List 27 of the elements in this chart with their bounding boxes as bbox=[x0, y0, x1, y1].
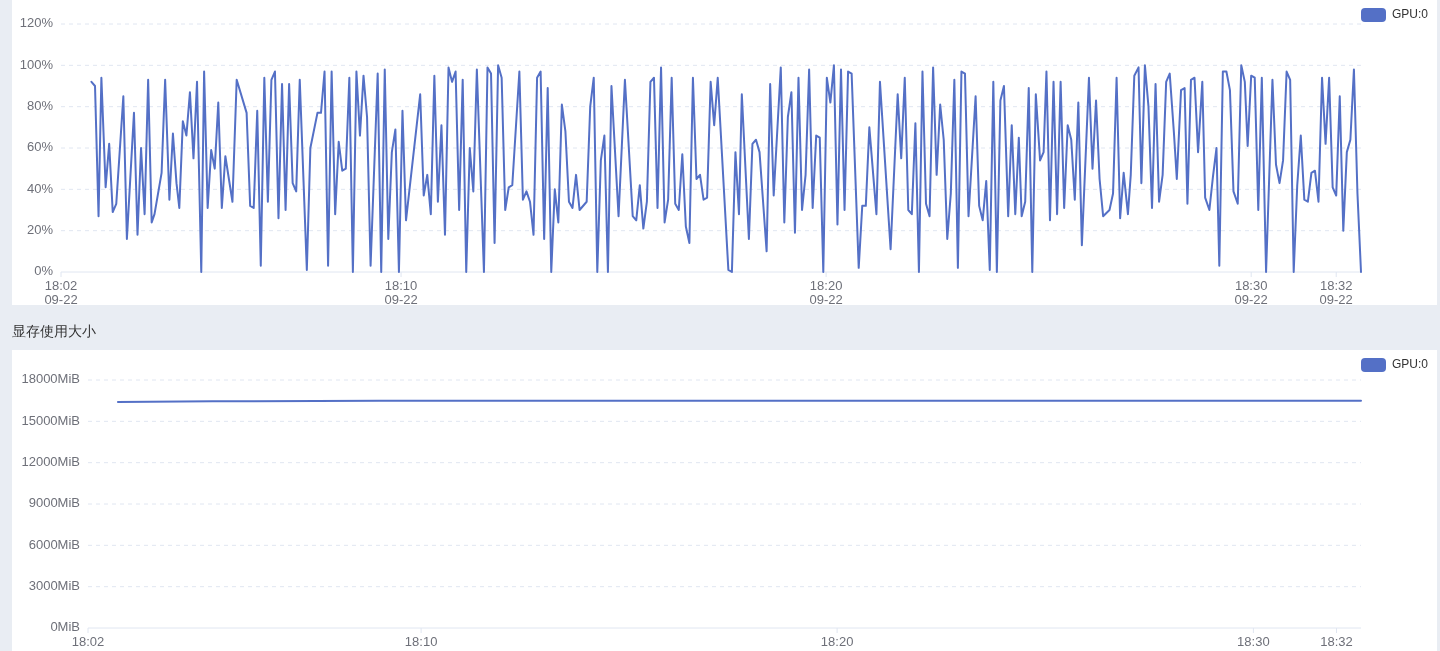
y-tick-label: 9000MiB bbox=[28, 495, 80, 511]
x-tick-label: 18:10 09-22 bbox=[384, 278, 418, 307]
y-tick-label: 20% bbox=[26, 222, 54, 238]
x-tick-label: 18:32 09-22 bbox=[1319, 278, 1353, 307]
y-tick-label: 3000MiB bbox=[28, 578, 80, 594]
x-tick-label: 18:20 bbox=[820, 634, 854, 649]
legend-label: GPU:0 bbox=[1392, 7, 1429, 22]
x-tick-label: 18:02 bbox=[71, 634, 105, 649]
y-tick-label: 18000MiB bbox=[21, 371, 80, 387]
y-tick-label: 0% bbox=[34, 263, 54, 279]
y-tick-label: 120% bbox=[19, 15, 54, 31]
y-tick-label: 12000MiB bbox=[21, 454, 80, 470]
x-tick-label: 18:20 09-22 bbox=[809, 278, 843, 307]
x-tick-label: 18:10 bbox=[404, 634, 438, 649]
chart-title: 显存使用大小 bbox=[12, 322, 96, 339]
x-tick-label: 18:02 09-22 bbox=[44, 278, 78, 307]
y-tick-label: 0MiB bbox=[50, 619, 80, 635]
y-tick-label: 40% bbox=[26, 180, 54, 196]
x-tick-label: 18:32 bbox=[1320, 634, 1353, 649]
x-tick-label: 18:30 09-22 bbox=[1234, 278, 1268, 307]
y-tick-label: 15000MiB bbox=[21, 412, 80, 428]
y-tick-label: 6000MiB bbox=[28, 536, 80, 552]
y-tick-label: 100% bbox=[19, 56, 54, 72]
legend-label: GPU:0 bbox=[1392, 357, 1429, 372]
y-tick-label: 80% bbox=[26, 98, 54, 114]
x-tick-label: 18:30 bbox=[1237, 634, 1270, 649]
y-tick-label: 60% bbox=[26, 139, 54, 155]
